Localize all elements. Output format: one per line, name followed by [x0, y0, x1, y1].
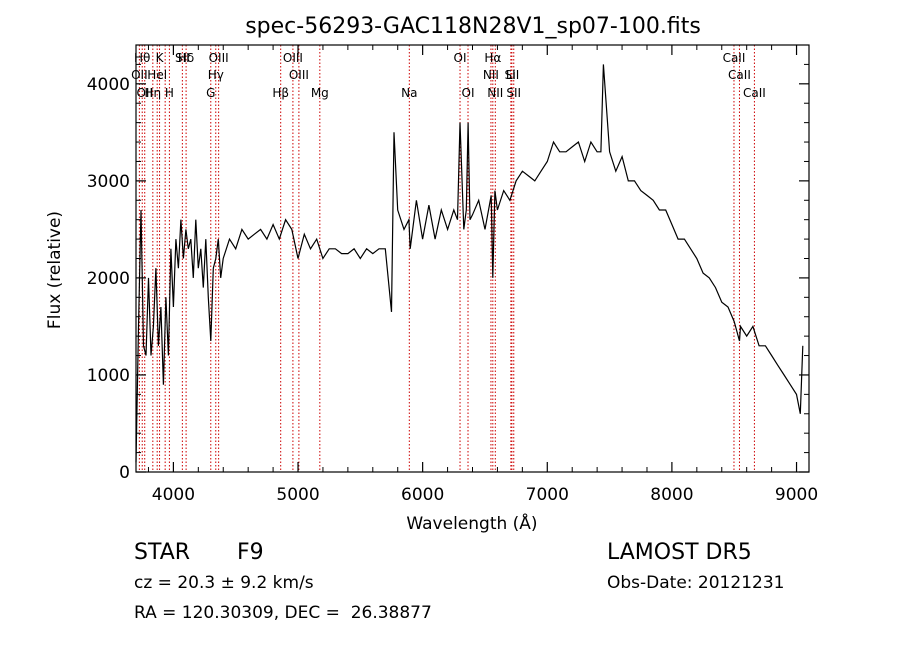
line-label-1-4: OIII [289, 68, 309, 82]
y-tick-label-2: 2000 [87, 269, 130, 289]
line-label-1-2: SII [505, 68, 520, 82]
line-label-2-1: Hη [145, 86, 162, 100]
x-tick-label-5: 9000 [775, 485, 818, 505]
line-label-2-3: G [206, 86, 215, 100]
chart-title: spec-56293-GAC118N28V1_sp07-100.fits [245, 14, 701, 39]
line-label-0-5: OI [454, 51, 467, 65]
line-label-0-7: SII [175, 51, 190, 65]
line-label-0-2: Hδ [178, 51, 194, 65]
line-label-2-4: Hβ [272, 86, 289, 100]
x-tick-label-2: 6000 [401, 485, 444, 505]
line-label-0-8: CaII [723, 51, 746, 65]
axis-ticks [136, 44, 809, 473]
observation-date: Obs-Date: 20121231 [607, 573, 785, 593]
line-label-0-4: OIII [283, 51, 303, 65]
line-label-1-5: NII [483, 68, 499, 82]
axis-tick-labels: 4000 5000 6000 7000 8000 9000 0 1000 2000 3000 400… [87, 75, 818, 505]
spectrum-series-line [135, 64, 804, 463]
line-label-2-7: OI [462, 86, 475, 100]
object-subclass: F9 [237, 540, 264, 565]
coordinates: RA = 120.30309, DEC = 26.38877 [134, 603, 432, 623]
y-tick-label-4: 4000 [87, 75, 130, 95]
line-label-1-3: Hγ [208, 68, 224, 82]
line-label-2-8: NII [487, 86, 503, 100]
y-tick-label-3: 3000 [87, 172, 130, 192]
x-tick-label-4: 8000 [650, 485, 693, 505]
line-label-0-6: Hα [484, 51, 501, 65]
line-label-0-0: Hθ [134, 51, 150, 65]
line-label-2-5: Mg [311, 86, 329, 100]
line-label-2-9: SII [506, 86, 521, 100]
x-tick-label-1: 5000 [276, 485, 319, 505]
line-label-2-10: CaII [743, 86, 766, 100]
line-label-1-6: Li [506, 68, 516, 82]
line-label-1-1: Hel [147, 68, 167, 82]
line-markers [138, 45, 755, 472]
line-label-2-0: OII [136, 86, 153, 100]
redshift-velocity: cz = 20.3 ± 9.2 km/s [134, 573, 314, 593]
x-tick-label-0: 4000 [152, 485, 195, 505]
y-axis-label: Flux (relative) [45, 211, 65, 329]
line-label-2-2: H [165, 86, 174, 100]
line-label-0-3: OIII [209, 51, 229, 65]
object-class: STAR [134, 540, 191, 565]
line-label-1-7: CaII [728, 68, 751, 82]
plot-frame [135, 44, 810, 473]
line-label-0-1: K [156, 51, 165, 65]
line-label-2-6: Na [401, 86, 417, 100]
x-axis-label: Wavelength (Å) [406, 512, 537, 534]
y-tick-label-1: 1000 [87, 366, 130, 386]
y-tick-label-0: 0 [119, 463, 130, 483]
line-label-1-0: OII [131, 68, 148, 82]
x-tick-label-3: 7000 [526, 485, 569, 505]
survey-name: LAMOST DR5 [607, 540, 752, 565]
